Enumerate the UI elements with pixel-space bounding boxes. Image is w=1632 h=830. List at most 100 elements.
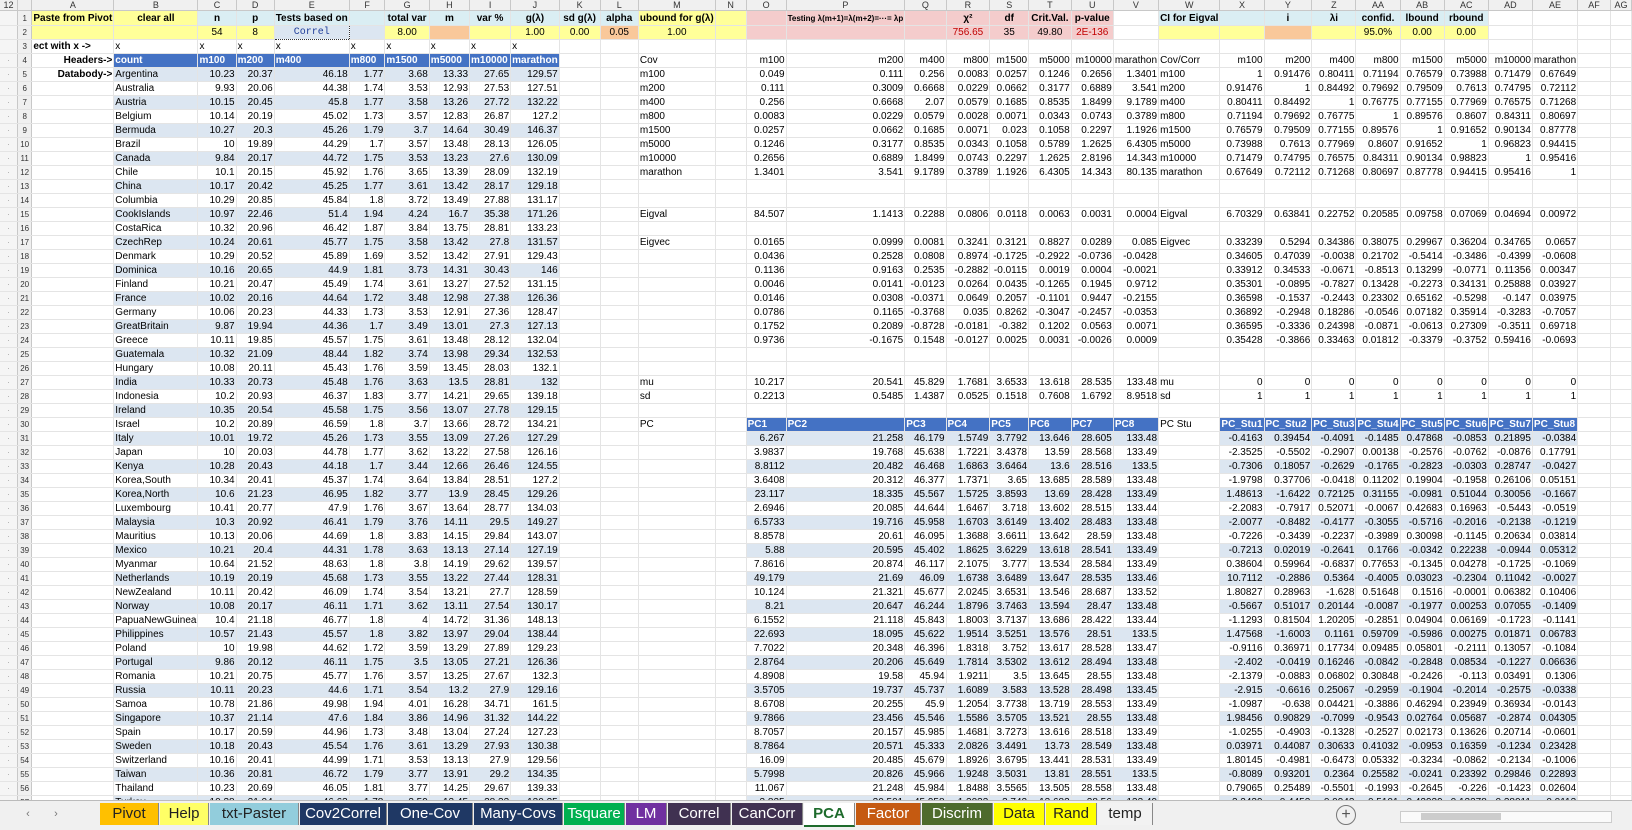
cell[interactable]	[715, 459, 747, 474]
cell[interactable]	[1264, 347, 1313, 362]
stu-value[interactable]: -0.4981	[1264, 753, 1313, 768]
cell[interactable]	[1577, 599, 1611, 614]
stu-row-label[interactable]	[1158, 501, 1221, 516]
data-cell[interactable]: 9.84	[197, 151, 237, 166]
row-header-5[interactable]: 5	[17, 67, 33, 82]
stat-row-label[interactable]	[638, 305, 716, 320]
stat-value[interactable]: 21.69	[786, 571, 906, 586]
stat-value[interactable]: 0.3789	[946, 165, 991, 180]
stu-value[interactable]: -0.1667	[1532, 487, 1579, 502]
cell[interactable]	[600, 697, 639, 712]
stat-value[interactable]: 45.829	[904, 375, 947, 390]
data-cell[interactable]: 45.26	[274, 431, 350, 446]
stat-value[interactable]: 133.48	[1113, 669, 1160, 684]
data-cell[interactable]: 27.3	[469, 319, 512, 334]
column-header-af[interactable]: AF	[1577, 0, 1611, 11]
outline-gutter[interactable]: ·	[0, 319, 18, 334]
cell[interactable]	[1577, 53, 1611, 68]
stu-value[interactable]: -0.3866	[1264, 333, 1313, 348]
cell[interactable]	[1488, 361, 1533, 376]
stu-value[interactable]: -0.0241	[1400, 767, 1445, 782]
cell[interactable]	[559, 599, 601, 614]
stu-row-label[interactable]	[1158, 459, 1221, 474]
stu-value[interactable]: -0.0613	[1400, 319, 1445, 334]
cell[interactable]	[1532, 347, 1579, 362]
stat-row-label[interactable]	[638, 599, 716, 614]
stu-row-label[interactable]: m5000	[1158, 137, 1221, 152]
stu-value[interactable]: 1	[1488, 389, 1533, 404]
cell[interactable]	[1577, 669, 1611, 684]
cell[interactable]	[1610, 725, 1632, 740]
cell[interactable]	[1610, 81, 1632, 96]
data-cell[interactable]: 46.95	[274, 487, 350, 502]
data-cell[interactable]: 146	[510, 263, 560, 278]
data-cell[interactable]: 10.29	[197, 249, 237, 264]
data-cell[interactable]: 3.57	[384, 109, 430, 124]
stu-value[interactable]: 1	[1444, 389, 1489, 404]
stu-value[interactable]: 0.1161	[1311, 627, 1357, 642]
cell[interactable]	[31, 529, 115, 544]
stu-value[interactable]: 0.39454	[1264, 431, 1313, 446]
cell[interactable]	[715, 375, 747, 390]
data-cell[interactable]: 19.98	[236, 641, 275, 656]
stat-value[interactable]: 0.1685	[904, 123, 947, 138]
stat-value[interactable]: PC4	[946, 417, 991, 432]
cell[interactable]	[559, 123, 601, 138]
stu-value[interactable]: -0.1006	[1532, 753, 1579, 768]
data-cell[interactable]: 29.62	[469, 557, 512, 572]
stu-value[interactable]: -0.0087	[1355, 599, 1401, 614]
stat-value[interactable]: PC1	[746, 417, 787, 432]
data-cell[interactable]: 4.01	[384, 697, 430, 712]
stu-value[interactable]: 0.24398	[1311, 319, 1357, 334]
stat-value[interactable]: 133.49	[1113, 725, 1160, 740]
country-cell[interactable]: Chile	[113, 165, 199, 180]
stu-value[interactable]: PC_Stu2	[1264, 417, 1313, 432]
row-header-7[interactable]: 7	[17, 95, 33, 110]
cell[interactable]	[1610, 767, 1632, 782]
data-cell[interactable]: 3.56	[384, 403, 430, 418]
data-cell[interactable]: 1.79	[349, 515, 386, 530]
cell[interactable]	[600, 487, 639, 502]
stu-value[interactable]: 0.27309	[1444, 319, 1489, 334]
stu-value[interactable]: 0.23392	[1444, 767, 1489, 782]
stat-row-label[interactable]	[638, 627, 716, 642]
country-cell[interactable]: China	[113, 179, 199, 194]
cell[interactable]	[904, 179, 947, 194]
data-cell[interactable]: 10	[197, 137, 237, 152]
stu-value[interactable]: -0.0419	[1264, 655, 1313, 670]
outline-gutter[interactable]: ·	[0, 403, 18, 418]
cell[interactable]	[600, 165, 639, 180]
stu-value[interactable]: 0	[1400, 375, 1445, 390]
stu-value[interactable]: 0.67649	[1219, 165, 1265, 180]
cell[interactable]	[715, 613, 747, 628]
stat-value[interactable]: 28.531	[1071, 753, 1114, 768]
cell[interactable]	[715, 67, 747, 82]
data-cell[interactable]: 27.21	[469, 655, 512, 670]
cell[interactable]	[1610, 459, 1632, 474]
stu-value[interactable]: -2.1379	[1219, 669, 1265, 684]
stat-value[interactable]: 1.1413	[786, 207, 906, 222]
stu-row-label[interactable]	[1158, 333, 1221, 348]
stu-value[interactable]: -0.4399	[1488, 249, 1533, 264]
cell[interactable]	[31, 627, 115, 642]
label-rbound[interactable]: rbound	[1444, 10, 1489, 26]
stat-value[interactable]: 13.528	[1028, 683, 1072, 698]
stat-value[interactable]: 1.8488	[946, 781, 991, 796]
stu-row-label[interactable]: Eigval	[1158, 207, 1221, 222]
stu-value[interactable]: 0.77969	[1444, 95, 1489, 110]
cell[interactable]	[1444, 221, 1489, 236]
outline-gutter[interactable]: ·	[0, 375, 18, 390]
stat-value[interactable]: -0.0115	[989, 263, 1030, 278]
stu-value[interactable]: -0.0338	[1532, 683, 1579, 698]
stu-value[interactable]: -0.0883	[1264, 669, 1313, 684]
data-cell[interactable]: 129.57	[510, 67, 560, 82]
country-cell[interactable]: Turkey	[113, 795, 199, 800]
p-value-count[interactable]: 8	[236, 25, 275, 40]
cell[interactable]	[559, 137, 601, 152]
stat-value[interactable]: 0.2057	[989, 291, 1030, 306]
row-header-35[interactable]: 35	[17, 487, 33, 502]
stat-value[interactable]: 1.6738	[946, 571, 991, 586]
cell[interactable]	[1400, 39, 1445, 54]
stu-value[interactable]: -0.0143	[1532, 697, 1579, 712]
data-cell[interactable]: 28.03	[469, 361, 512, 376]
